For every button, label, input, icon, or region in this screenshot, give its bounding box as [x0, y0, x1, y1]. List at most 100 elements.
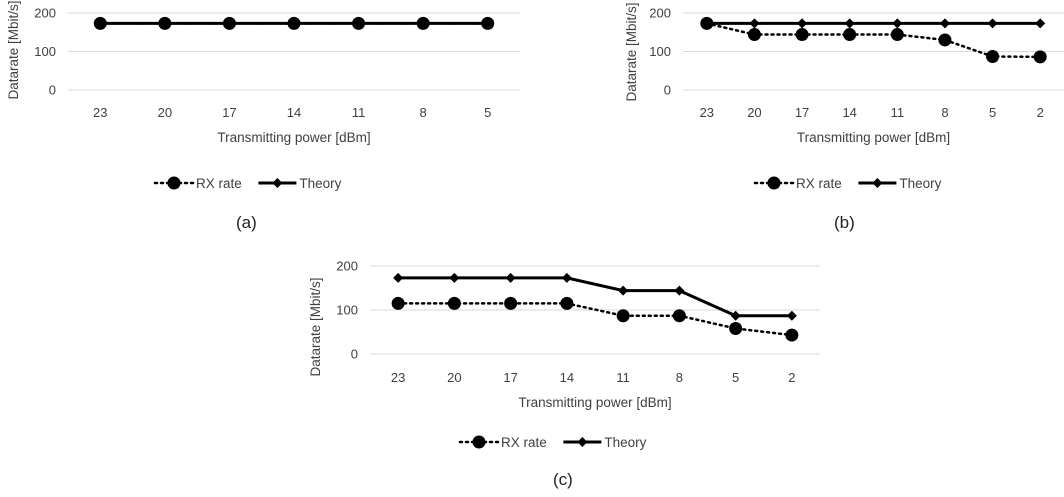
data-point-a-1-4 — [353, 18, 364, 29]
data-point-c-1-2 — [505, 272, 516, 283]
x-tick-label-b-3: 14 — [842, 105, 856, 120]
data-point-c-1-1 — [449, 272, 460, 283]
series-line-b-0 — [705, 22, 1042, 59]
legend-label-c-1: Theory — [604, 435, 646, 450]
legend-label-b-1: Theory — [899, 176, 941, 191]
data-point-b-0-4 — [890, 28, 904, 42]
y-axis-title-a: Datarate [Mbit/s] — [6, 0, 21, 99]
data-point-b-0-5 — [938, 33, 952, 47]
data-point-b-0-3 — [843, 28, 857, 42]
legend-marker-b-0 — [767, 176, 781, 190]
y-tick-label-a-2: 200 — [34, 6, 56, 21]
data-point-b-1-1 — [749, 18, 760, 29]
chart-panel-b: 0 100 200 23 20 17 14 11 8 5 2 Transmitting power [… — [620, 0, 1064, 200]
legend-marker-a-1 — [272, 178, 283, 188]
y-tick-label-a-0: 0 — [49, 83, 56, 98]
data-point-a-1-2 — [224, 18, 235, 29]
chart-b-svg: 0 100 200 23 20 17 14 11 8 5 2 Transmitting power [… — [624, 2, 1064, 191]
x-tick-label-c-1: 20 — [447, 370, 461, 385]
series-b-1 — [701, 18, 1046, 29]
data-point-a-1-6 — [482, 18, 493, 29]
data-point-c-0-7 — [785, 328, 799, 342]
data-point-b-0-7 — [1033, 50, 1047, 64]
data-point-c-1-0 — [393, 272, 404, 283]
legend-label-b-0: RX rate — [796, 176, 842, 191]
x-tick-label-c-4: 11 — [616, 370, 630, 385]
data-point-b-1-0 — [701, 18, 712, 29]
x-tick-label-a-1: 20 — [158, 105, 172, 120]
data-point-c-0-4 — [616, 309, 630, 323]
legend-c: RX rate Theory — [458, 435, 647, 450]
x-tick-label-c-7: 2 — [788, 370, 795, 385]
legend-marker-c-1 — [577, 437, 588, 447]
x-tick-label-b-0: 23 — [700, 105, 714, 120]
caption-a: (a) — [236, 213, 257, 232]
y-axis-title-b: Datarate [Mbit/s] — [624, 2, 639, 101]
series-line-c-0 — [396, 302, 794, 337]
x-axis-title-c: Transmitting power [dBm] — [518, 395, 671, 410]
data-point-c-1-3 — [561, 272, 572, 283]
data-point-c-0-3 — [560, 296, 574, 310]
y-tick-label-b-0: 0 — [664, 83, 671, 98]
x-tick-label-c-0: 23 — [391, 370, 405, 385]
x-tick-label-a-0: 23 — [93, 105, 107, 120]
x-tick-label-c-3: 14 — [560, 370, 574, 385]
legend-b: RX rate Theory — [753, 176, 942, 191]
x-tick-label-b-4: 11 — [891, 105, 905, 120]
data-point-c-1-5 — [674, 285, 685, 296]
x-tick-label-a-5: 8 — [420, 105, 427, 120]
x-tick-label-b-5: 8 — [941, 105, 948, 120]
data-point-a-1-1 — [159, 18, 170, 29]
series-line-c-1 — [398, 276, 792, 318]
y-tick-label-c-2: 200 — [336, 259, 358, 274]
data-point-b-1-6 — [987, 18, 998, 29]
caption-c: (c) — [553, 470, 573, 489]
data-point-c-1-7 — [786, 310, 797, 321]
x-tick-label-c-2: 17 — [503, 370, 517, 385]
y-tick-label-b-2: 200 — [649, 6, 671, 21]
data-point-c-0-6 — [729, 321, 743, 335]
y-tick-label-b-1: 100 — [649, 44, 671, 59]
data-point-c-1-4 — [618, 285, 629, 296]
x-tick-label-b-6: 5 — [989, 105, 996, 120]
x-tick-label-a-4: 11 — [352, 105, 366, 120]
data-point-a-1-5 — [418, 18, 429, 29]
data-point-c-1-6 — [730, 310, 741, 321]
data-point-b-0-6 — [986, 50, 1000, 64]
data-point-a-1-3 — [289, 18, 299, 29]
data-point-b-1-2 — [797, 18, 808, 29]
x-tick-label-a-2: 17 — [222, 105, 236, 120]
data-point-b-1-5 — [939, 18, 950, 29]
data-point-b-1-3 — [844, 18, 855, 29]
legend-label-a-0: RX rate — [196, 176, 242, 191]
data-point-b-0-2 — [795, 28, 809, 42]
series-c-1 — [393, 272, 797, 321]
x-tick-label-a-6: 5 — [484, 105, 491, 120]
data-point-c-0-0 — [391, 296, 405, 310]
y-tick-label-a-1: 100 — [34, 44, 56, 59]
caption-b: (b) — [834, 213, 855, 232]
x-tick-label-c-6: 5 — [732, 370, 739, 385]
chart-a-svg: 0 100 200 23 20 17 14 11 8 5 Transmitting power [d… — [6, 0, 520, 191]
x-tick-label-b-7: 2 — [1037, 105, 1044, 120]
x-tick-label-b-2: 17 — [795, 105, 809, 120]
y-axis-title-c: Datarate [Mbit/s] — [308, 277, 323, 376]
data-point-b-1-7 — [1035, 18, 1046, 29]
data-point-c-0-2 — [504, 296, 518, 310]
legend-marker-c-0 — [472, 435, 486, 449]
x-axis-title-a: Transmitting power [dBm] — [217, 130, 370, 145]
y-tick-label-c-0: 0 — [351, 347, 358, 362]
legend-label-c-0: RX rate — [501, 435, 547, 450]
chart-panel-a: 0 100 200 23 20 17 14 11 8 5 Transmitting power [d… — [0, 0, 520, 200]
data-point-b-0-1 — [747, 28, 761, 42]
chart-panel-c: 0 100 200 23 20 17 14 11 8 5 2 Transmitting power [… — [300, 252, 820, 462]
x-tick-label-c-5: 8 — [676, 370, 683, 385]
series-a-1 — [95, 18, 493, 29]
chart-c-svg: 0 100 200 23 20 17 14 11 8 5 2 Transmitting power [… — [308, 259, 820, 450]
data-point-c-0-5 — [672, 309, 686, 323]
legend-a: RX rate Theory — [153, 176, 342, 191]
series-b-0 — [700, 16, 1047, 64]
data-point-b-1-4 — [892, 18, 903, 29]
legend-label-a-1: Theory — [299, 176, 341, 191]
